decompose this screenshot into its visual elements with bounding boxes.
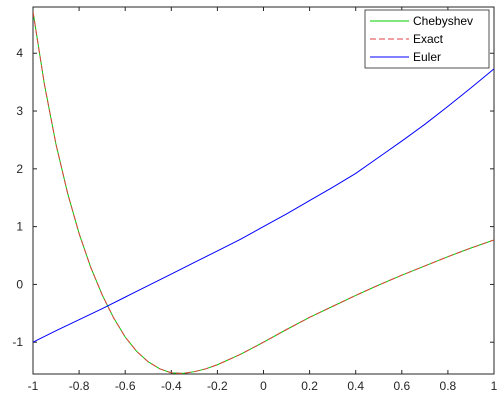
series-line-euler: [33, 68, 494, 343]
x-tick-label: -0.2: [207, 379, 228, 393]
x-tick-label: -0.8: [69, 379, 90, 393]
y-tick-label: 3: [16, 104, 23, 118]
x-tick-label: -1: [28, 379, 39, 393]
legend-items: Chebyshev Exact Euler: [370, 14, 473, 64]
y-tick-label: 2: [16, 162, 23, 176]
axis-ticks: -1 -0.8 -0.6 -0.4 -0.2 0 0.2 0.4 0.6 0.8 1 -1 0 1 2 3 4: [12, 7, 498, 393]
legend-label: Chebyshev: [413, 14, 473, 28]
x-tick-label: 1: [491, 379, 498, 393]
series-lines: [33, 11, 494, 374]
x-tick-label: 0.4: [347, 379, 364, 393]
legend-label: Exact: [413, 32, 444, 46]
legend-box: [364, 9, 490, 69]
series-line-exact: [33, 11, 494, 374]
x-tick-label: 0.8: [440, 379, 457, 393]
x-tick-label: 0.6: [393, 379, 410, 393]
y-tick-label: 1: [16, 220, 23, 234]
legend-label: Euler: [413, 50, 441, 64]
x-tick-label: -0.4: [161, 379, 182, 393]
x-tick-label: 0: [260, 379, 267, 393]
legend: Chebyshev Exact Euler: [364, 9, 490, 69]
x-tick-label: 0.2: [301, 379, 318, 393]
x-tick-label: -0.6: [115, 379, 136, 393]
y-tick-label: -1: [12, 335, 23, 349]
y-tick-label: 0: [16, 277, 23, 291]
y-tick-label: 4: [16, 46, 23, 60]
